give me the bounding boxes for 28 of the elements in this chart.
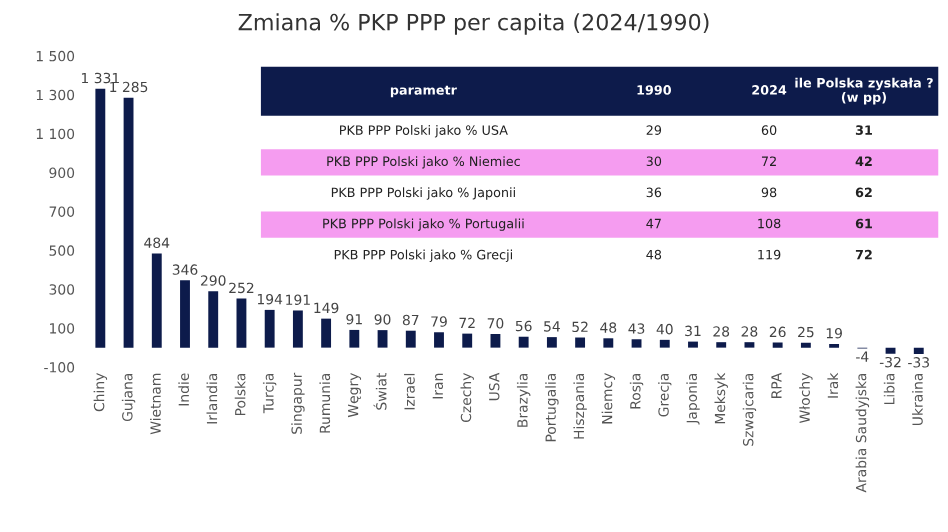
bar [264, 309, 275, 348]
bar [800, 342, 811, 348]
bar [151, 253, 162, 348]
bar [321, 318, 332, 348]
bar [236, 298, 247, 348]
bar [688, 341, 698, 348]
bar [208, 291, 219, 348]
bar [603, 338, 614, 348]
bar [659, 339, 670, 348]
bar [349, 329, 360, 348]
bar [292, 310, 303, 348]
bar [546, 337, 557, 348]
bar [490, 334, 501, 348]
bar [123, 97, 134, 348]
bar [518, 336, 529, 348]
bar [744, 342, 755, 348]
bar [377, 330, 388, 348]
bar [434, 332, 444, 348]
bar [180, 280, 190, 348]
bar [95, 88, 106, 348]
bar [575, 337, 586, 348]
bar [631, 339, 642, 348]
bar [913, 347, 924, 355]
bar [716, 342, 727, 348]
bar [462, 333, 473, 348]
bar [772, 342, 783, 348]
bar [405, 330, 416, 348]
chart-title: Zmiana % PKP PPP per capita (2024/1990) [238, 13, 709, 35]
